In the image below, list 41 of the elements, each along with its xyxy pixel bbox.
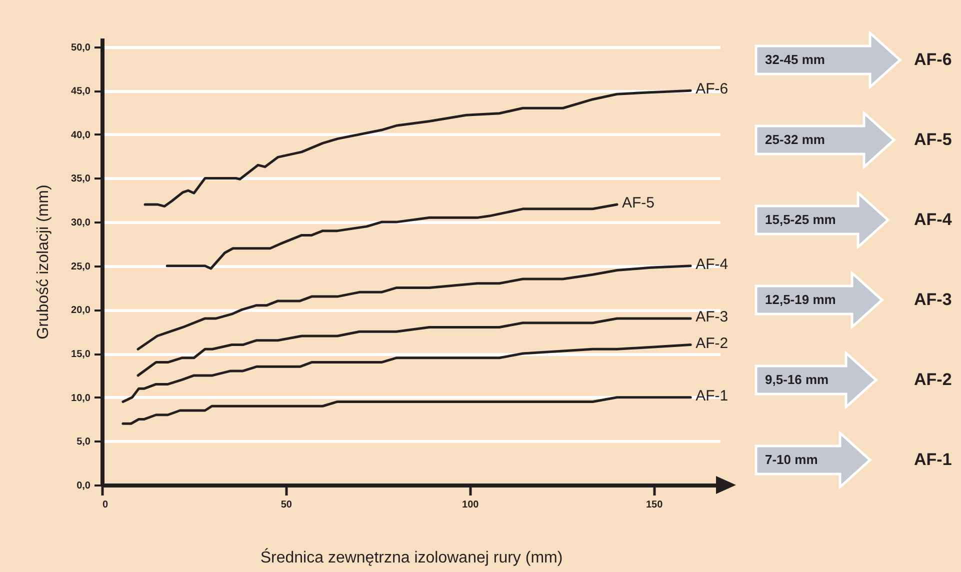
x-axis-title: Średnica zewnętrzna izolowanej rury (mm) bbox=[260, 548, 563, 566]
text: 15,5-25 mm bbox=[765, 212, 836, 227]
series-label: AF-6 bbox=[696, 80, 728, 98]
y-tick-label: 10,0 bbox=[71, 392, 91, 404]
text: AF-1 bbox=[914, 450, 952, 470]
text: 25-32 mm bbox=[765, 132, 825, 147]
line-series bbox=[122, 344, 692, 403]
text: 9,5-16 mm bbox=[765, 372, 829, 387]
series-label: AF-4 bbox=[696, 256, 728, 273]
x-tick-label: 0 bbox=[102, 500, 108, 510]
text: AF-3 bbox=[914, 290, 952, 310]
x-tick-label: 100 bbox=[462, 500, 480, 510]
y-tick-label: 35,0 bbox=[71, 174, 91, 185]
text: AF-4 bbox=[914, 210, 952, 230]
y-tick-label: 0,0 bbox=[76, 480, 91, 492]
text: AF-6 bbox=[914, 50, 952, 70]
x-tick-label: 50 bbox=[280, 500, 292, 510]
line-series bbox=[166, 203, 618, 270]
text: AF-5 bbox=[914, 130, 952, 150]
text: 12,5-19 mm bbox=[765, 292, 836, 307]
line-series bbox=[122, 396, 692, 425]
series-label: AF-3 bbox=[696, 308, 728, 326]
series-label: AF-2 bbox=[696, 334, 728, 352]
series-label: AF-5 bbox=[622, 194, 655, 212]
text: 32-45 mm bbox=[765, 52, 825, 67]
y-tick-label: 5,0 bbox=[76, 436, 91, 448]
text: 7-10 mm bbox=[765, 452, 818, 467]
y-axis-title: Grubość izolacji (mm) bbox=[35, 184, 52, 340]
line-series bbox=[136, 317, 692, 377]
y-tick-label: 25,0 bbox=[71, 261, 91, 272]
y-tick-label: 45,0 bbox=[71, 86, 91, 98]
line-series bbox=[144, 89, 692, 208]
y-tick-label: 40,0 bbox=[71, 130, 91, 141]
x-tick-label: 150 bbox=[646, 500, 664, 510]
line-series bbox=[136, 264, 692, 350]
y-tick-label: 50,0 bbox=[71, 42, 91, 54]
y-tick-label: 20,0 bbox=[71, 305, 91, 316]
text: AF-2 bbox=[914, 370, 952, 390]
y-tick-label: 15,0 bbox=[71, 349, 91, 360]
y-tick-label: 30,0 bbox=[71, 218, 91, 229]
series-label: AF-1 bbox=[696, 387, 728, 404]
